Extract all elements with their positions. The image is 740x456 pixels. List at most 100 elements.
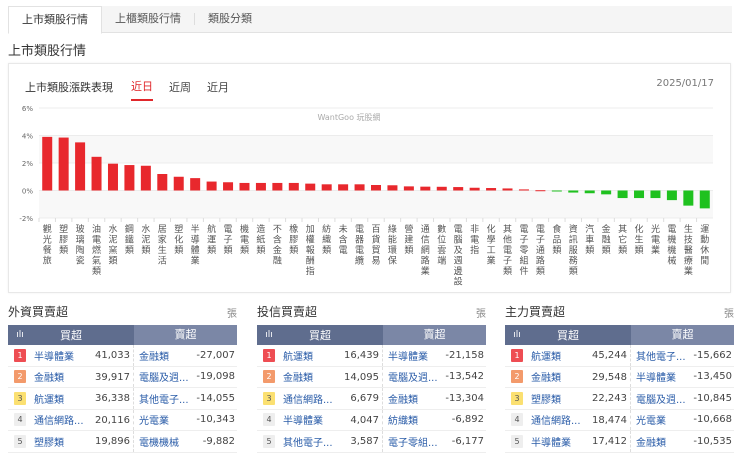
buy-value: 3,587 <box>343 431 383 452</box>
tab-classification[interactable]: 類股分類 <box>208 12 252 25</box>
bar[interactable] <box>453 187 464 191</box>
bar[interactable] <box>502 188 513 191</box>
bar[interactable] <box>420 186 431 191</box>
sell-sector-link[interactable]: 金融類 <box>139 351 169 363</box>
sell-sector-link[interactable]: 半導體業 <box>388 351 428 363</box>
bar[interactable] <box>371 185 381 191</box>
x-tick-label: 居家生活 <box>158 224 167 267</box>
buy-sector-link[interactable]: 塑膠類 <box>531 394 561 406</box>
buy-sector-link[interactable]: 通信網路... <box>531 416 581 428</box>
bar[interactable] <box>272 182 283 191</box>
buy-sector-link[interactable]: 半導體業 <box>531 437 571 449</box>
sell-sector-link[interactable]: 金融類 <box>636 437 666 449</box>
bar[interactable] <box>666 190 677 201</box>
bar[interactable] <box>469 187 480 191</box>
sell-sector-link[interactable]: 電腦及週... <box>139 373 189 385</box>
rank-badge: 3 <box>263 391 275 405</box>
sell-value: -21,158 <box>445 349 484 361</box>
sell-sector-link[interactable]: 其他電子... <box>636 351 686 363</box>
buy-sector-link[interactable]: 金融類 <box>283 373 313 385</box>
bar[interactable] <box>387 185 398 191</box>
period-day[interactable]: 近日 <box>131 78 153 101</box>
bar[interactable] <box>617 190 628 199</box>
sell-sector-link[interactable]: 電腦及週... <box>388 373 438 385</box>
bar[interactable] <box>157 174 168 191</box>
buy-sector-link[interactable]: 金融類 <box>34 373 64 385</box>
rank-badge: 4 <box>14 413 26 427</box>
bar[interactable] <box>683 190 694 206</box>
bar[interactable] <box>91 156 102 191</box>
sell-header: 賣超 <box>631 325 734 345</box>
bar[interactable] <box>535 190 546 192</box>
net-buy-sell-table: 主力買賣超 張 ılı 買超 賣超 1 航運類 45,244 其他電子... -15,… <box>505 303 734 453</box>
rank-badge: 4 <box>263 413 275 427</box>
bar[interactable] <box>124 165 135 191</box>
bar[interactable] <box>75 142 86 191</box>
sell-sector-link[interactable]: 電腦及週... <box>636 394 686 406</box>
period-month[interactable]: 近月 <box>207 81 229 94</box>
buy-sector-link[interactable]: 半導體業 <box>283 416 323 428</box>
sell-sector-link[interactable]: 光電業 <box>139 416 169 428</box>
buy-sector-link[interactable]: 通信網路... <box>283 394 333 406</box>
bar[interactable] <box>568 190 579 193</box>
sell-sector-link[interactable]: 其他電子... <box>139 394 189 406</box>
x-tick-label: 運動休閒 <box>700 224 709 267</box>
tab-listed[interactable]: 上市類股行情 <box>8 6 102 34</box>
sell-sector-link[interactable]: 電機機械 <box>139 437 179 449</box>
bar[interactable] <box>305 183 316 191</box>
bar[interactable] <box>354 184 365 191</box>
sell-header: 賣超 <box>134 325 237 345</box>
rank-badge: 3 <box>511 391 523 405</box>
bar[interactable] <box>107 163 118 191</box>
bar[interactable] <box>436 186 447 191</box>
watermark: WantGoo 玩股網 <box>317 112 380 122</box>
buy-sector-link[interactable]: 其他電子... <box>283 437 333 449</box>
bar[interactable] <box>140 165 151 191</box>
bar[interactable] <box>321 184 332 191</box>
bar[interactable] <box>551 190 562 192</box>
bar[interactable] <box>288 182 299 191</box>
sell-sector-link[interactable]: 紡織類 <box>388 416 418 428</box>
x-tick-label: 航運類 <box>207 223 216 256</box>
bar[interactable] <box>206 181 217 191</box>
buy-sector-link[interactable]: 航運類 <box>283 351 313 363</box>
bar[interactable] <box>601 190 612 195</box>
bar[interactable] <box>173 176 184 191</box>
bar[interactable] <box>699 190 710 209</box>
bar[interactable] <box>223 182 234 191</box>
buy-sector-link[interactable]: 航運類 <box>531 351 561 363</box>
sell-sector-link[interactable]: 金融類 <box>388 394 418 406</box>
buy-sector-link[interactable]: 航運類 <box>34 394 64 406</box>
sell-value: -6,177 <box>451 435 484 447</box>
bar[interactable] <box>255 182 266 191</box>
table-row: 5 塑膠類 19,896 電機機械 -9,882 <box>8 431 237 453</box>
bar[interactable] <box>42 136 53 191</box>
sell-value: -19,098 <box>196 371 235 383</box>
period-week[interactable]: 近周 <box>169 81 191 94</box>
bar[interactable] <box>650 190 661 199</box>
bar[interactable] <box>518 189 529 191</box>
buy-value: 6,679 <box>343 388 383 409</box>
sell-sector-link[interactable]: 電子零組... <box>388 437 438 449</box>
bar[interactable] <box>239 182 250 191</box>
bar[interactable] <box>634 190 645 199</box>
buy-sector-link[interactable]: 通信網路... <box>34 416 84 428</box>
buy-sector-link[interactable]: 塑膠類 <box>34 437 64 449</box>
bar[interactable] <box>584 190 595 194</box>
bar[interactable] <box>403 186 414 191</box>
y-tick-label: -2% <box>19 215 33 223</box>
sell-sector-link[interactable]: 半導體業 <box>636 373 676 385</box>
x-tick-label: 觀光餐旅 <box>43 223 52 267</box>
bar[interactable] <box>190 178 201 191</box>
rank-badge: 5 <box>14 434 26 448</box>
buy-sector-link[interactable]: 半導體業 <box>34 351 74 363</box>
x-tick-label: 其他電子類 <box>503 224 512 277</box>
bar[interactable] <box>486 188 497 191</box>
sell-sector-link[interactable]: 光電業 <box>636 416 666 428</box>
bar[interactable] <box>58 137 69 191</box>
tab-otc[interactable]: 上櫃類股行情 <box>102 13 195 25</box>
buy-value: 29,548 <box>591 366 631 387</box>
bar[interactable] <box>338 184 349 191</box>
rank-badge: 3 <box>14 391 26 405</box>
buy-sector-link[interactable]: 金融類 <box>531 373 561 385</box>
